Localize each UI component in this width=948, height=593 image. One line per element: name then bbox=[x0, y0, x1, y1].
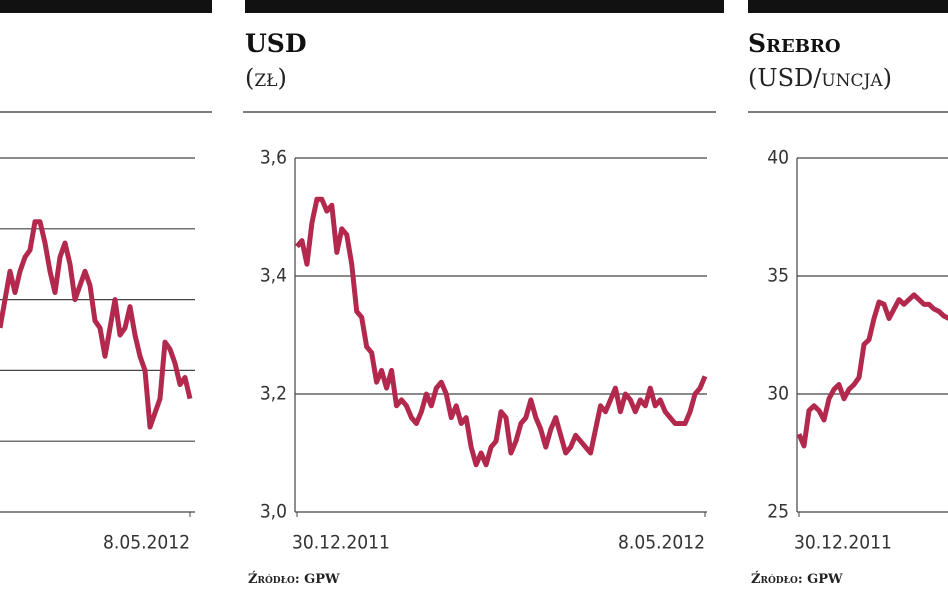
y-tick-label: 35 bbox=[767, 265, 789, 287]
header-bar bbox=[0, 0, 212, 13]
x-tick-label: 8.05.2012 bbox=[618, 532, 705, 554]
y-tick-label: 3,2 bbox=[260, 383, 287, 405]
chart-title: USD bbox=[245, 29, 307, 58]
y-tick-label: 3,4 bbox=[260, 265, 287, 287]
x-tick-label: 8.05.2012 bbox=[103, 532, 190, 554]
data-line bbox=[295, 196, 708, 468]
source: Źródło: GPW bbox=[751, 571, 843, 587]
data-line bbox=[0, 219, 193, 430]
y-tick-label: 30 bbox=[767, 383, 789, 405]
source: Źródło: GPW bbox=[248, 571, 340, 587]
x-tick-label: 30.12.2011 bbox=[794, 532, 892, 554]
chart-subtitle: (zł) bbox=[245, 64, 287, 92]
header-bar bbox=[245, 0, 724, 13]
chart-subtitle: (USD/uncja) bbox=[748, 64, 892, 92]
y-tick-label: 3,6 bbox=[260, 147, 287, 169]
chart-title: Srebro bbox=[748, 29, 841, 58]
data-line bbox=[796, 292, 948, 449]
x-tick-label: 30.12.2011 bbox=[292, 532, 390, 554]
y-tick-label: 25 bbox=[767, 501, 789, 523]
y-tick-label: 40 bbox=[767, 147, 789, 169]
header-bar bbox=[748, 0, 948, 13]
y-tick-label: 3,0 bbox=[260, 501, 287, 523]
